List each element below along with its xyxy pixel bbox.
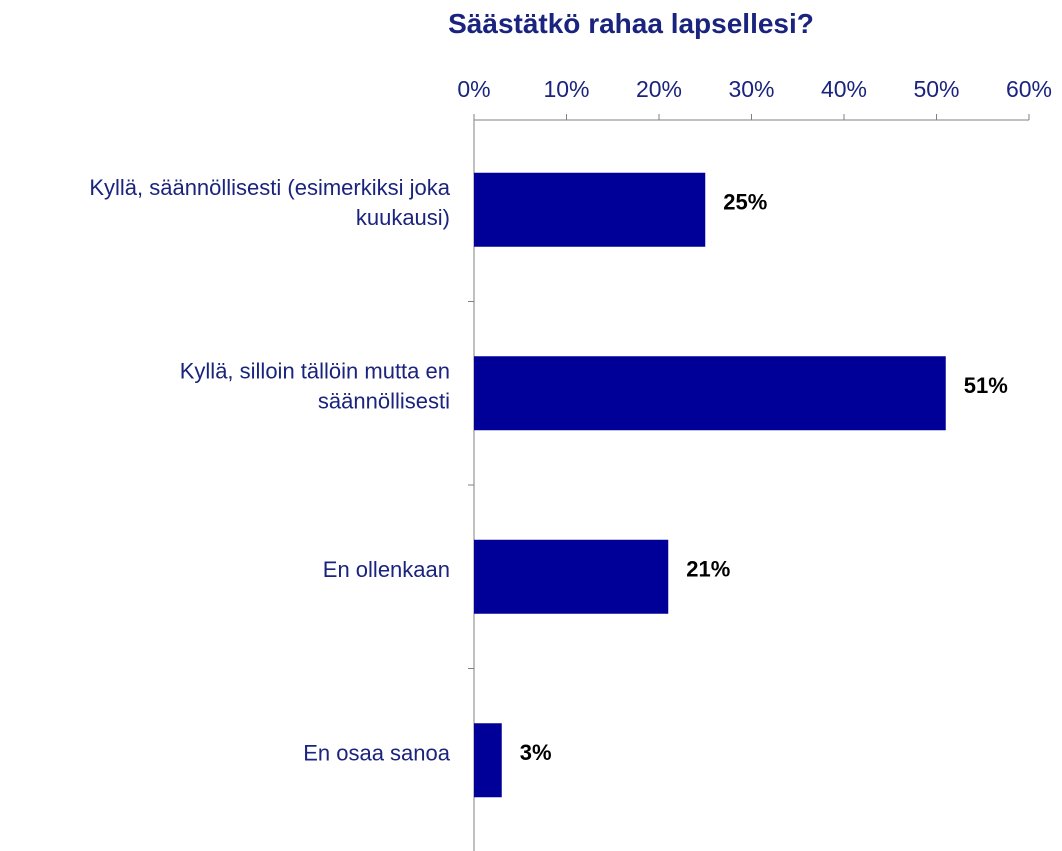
bar <box>474 172 706 247</box>
category-label-line: kuukausi) <box>356 204 450 229</box>
bar-value-label: 25% <box>723 189 767 214</box>
x-tick-label: 0% <box>457 76 490 102</box>
category-label: Kyllä, silloin tällöin mutta en säännölli… <box>180 358 450 413</box>
axis-layer: 0% 10% 20% 30% 40% 50% 60% <box>457 76 1052 851</box>
bar-value-label: 21% <box>686 556 730 581</box>
category-label: Kyllä, säännöllisesti (esimerkiksi joka k… <box>89 174 450 229</box>
x-tick-label: 10% <box>543 76 589 102</box>
chart-title: Säästätkö rahaa lapsellesi? <box>448 8 814 39</box>
bar <box>474 356 946 431</box>
category-label-line: Kyllä, silloin tällöin mutta en <box>180 358 450 383</box>
bar-value-label: 3% <box>520 740 552 765</box>
category-label-line: Kyllä, säännöllisesti (esimerkiksi joka <box>89 174 450 199</box>
category-label-line: säännöllisesti <box>318 388 450 413</box>
x-tick-label: 40% <box>821 76 867 102</box>
category-label-line: En ollenkaan <box>323 556 450 581</box>
x-tick-label: 20% <box>636 76 682 102</box>
labels-layer: 25% Kyllä, säännöllisesti (esimerkiksi jo… <box>89 174 1007 765</box>
bar <box>474 539 669 614</box>
bar-value-label: 51% <box>964 373 1008 398</box>
category-label: En ollenkaan <box>323 556 450 581</box>
category-label-line: En osaa sanoa <box>303 740 451 765</box>
x-tick-label: 30% <box>728 76 774 102</box>
x-tick-label: 50% <box>913 76 959 102</box>
category-label: En osaa sanoa <box>303 740 451 765</box>
bar <box>474 723 502 798</box>
bars-layer <box>474 172 946 798</box>
x-tick-label: 60% <box>1006 76 1052 102</box>
